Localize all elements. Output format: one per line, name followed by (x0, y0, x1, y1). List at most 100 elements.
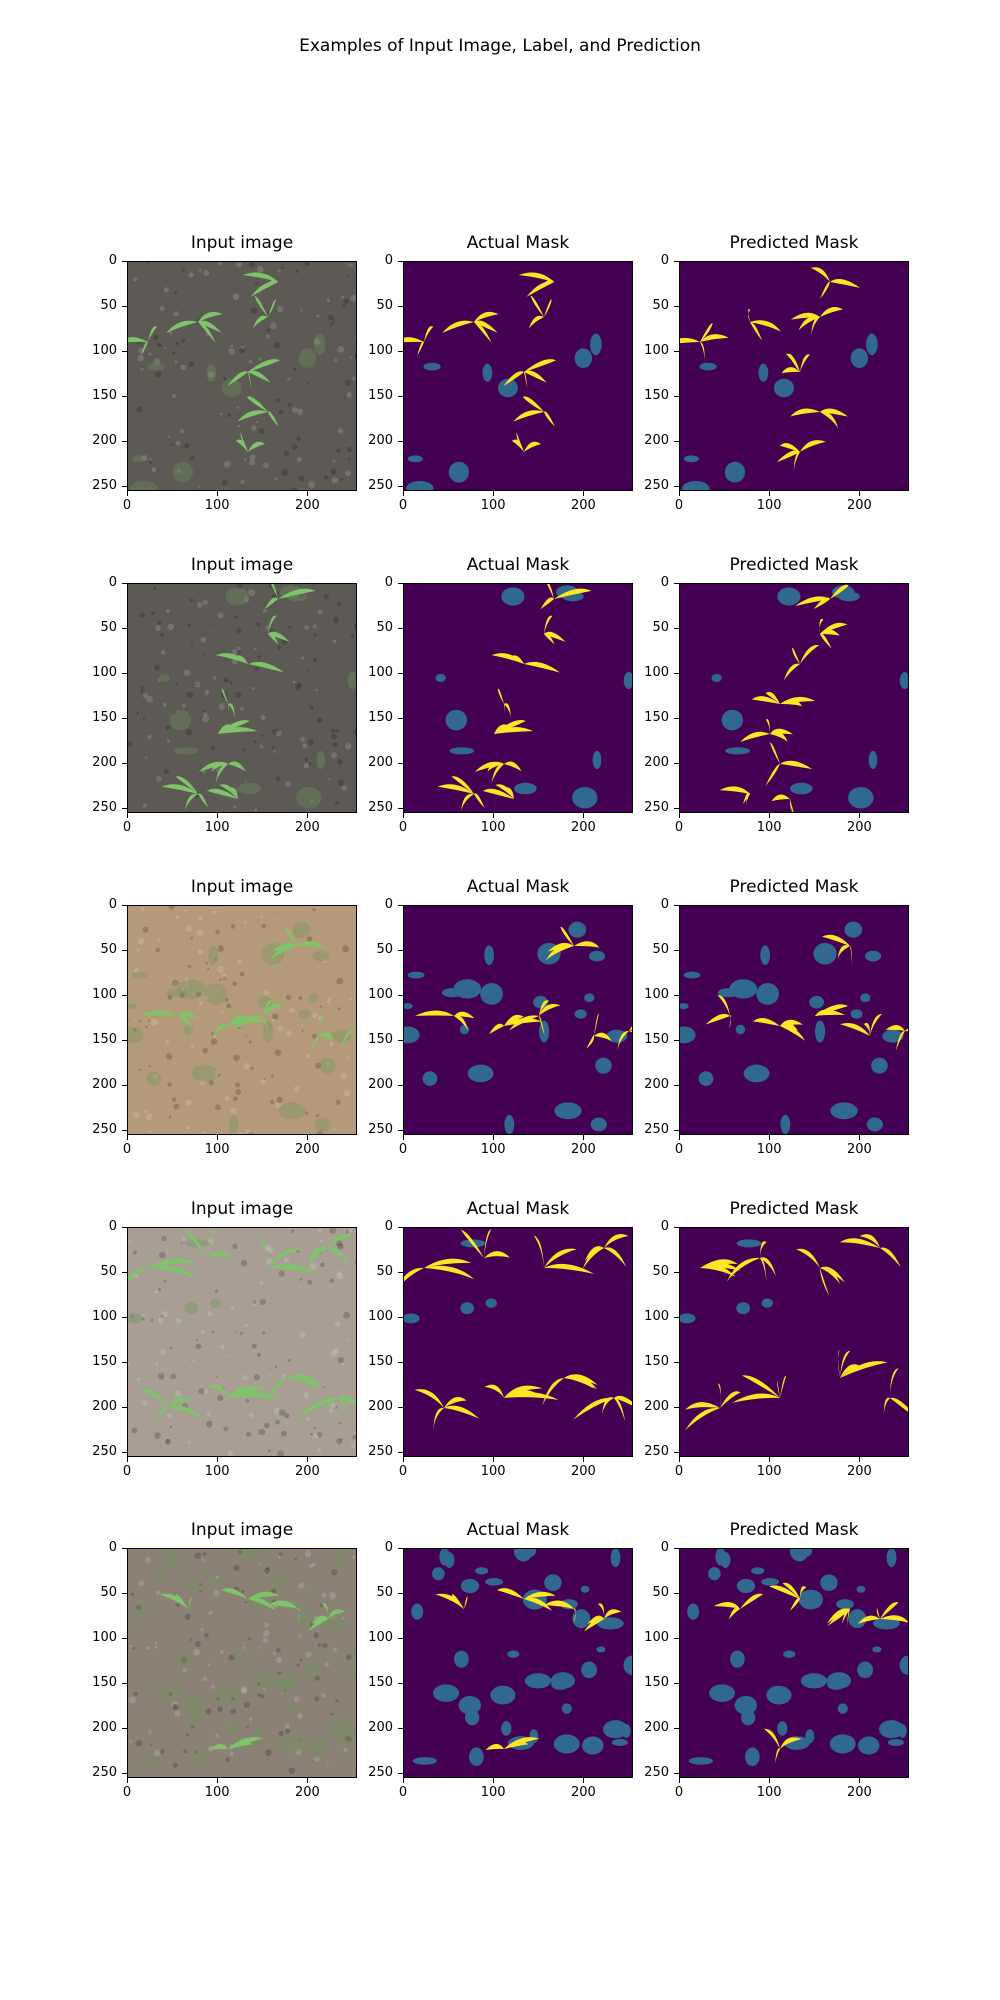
weed-mark (445, 709, 468, 731)
soil-texture-dot (315, 688, 318, 692)
x-tick-mark (307, 1457, 309, 1462)
soil-texture-dot (343, 396, 346, 399)
leaf-mark (268, 615, 290, 645)
x-tick-mark (769, 1457, 771, 1462)
soil-texture-dot (136, 948, 140, 952)
soil-texture-dot (157, 938, 161, 942)
soil-texture-dot (185, 1099, 192, 1106)
soil-texture-dot (337, 1356, 345, 1364)
soil-texture-dot (180, 429, 185, 434)
leaf-mark (237, 396, 279, 427)
weed-mark (334, 1549, 345, 1568)
weed-mark (314, 333, 326, 356)
x-tick-label: 0 (674, 1142, 684, 1157)
x-tick-label: 0 (674, 498, 684, 513)
x-tick-mark (679, 813, 680, 818)
y-tick-mark (122, 718, 127, 720)
soil-texture-dot (243, 1063, 250, 1070)
y-tick-label: 0 (108, 897, 117, 912)
x-tick-label: 0 (122, 820, 132, 835)
leaf-mark (221, 1588, 280, 1611)
predicted-mask-panel (679, 1227, 909, 1457)
y-tick-mark (398, 486, 403, 488)
soil-texture-dot (281, 1373, 286, 1378)
leaf-mark (270, 926, 324, 961)
weed-mark (298, 1009, 311, 1019)
soil-texture-dot (292, 367, 297, 372)
soil-texture-dot (148, 1730, 152, 1734)
x-tick-mark (217, 491, 219, 496)
soil-texture-dot (322, 958, 327, 963)
soil-texture-dot (300, 1738, 303, 1741)
weed-mark (209, 1578, 228, 1586)
soil-texture-dot (285, 1030, 292, 1037)
weed-mark (595, 1057, 612, 1074)
soil-texture-dot (234, 615, 238, 619)
soil-texture-dot (323, 475, 329, 480)
weed-mark (469, 1747, 484, 1767)
soil-texture-dot (180, 987, 186, 992)
weed-mark (724, 461, 746, 483)
soil-texture-dot (276, 1096, 283, 1104)
soil-texture-dot (142, 926, 149, 933)
soil-texture-dot (175, 341, 179, 346)
soil-texture-dot (211, 1330, 214, 1334)
weed-mark (688, 1757, 713, 1765)
soil-texture-dot (283, 1689, 287, 1692)
soil-texture-dot (185, 1732, 190, 1737)
soil-texture-dot (354, 1431, 356, 1437)
soil-texture-dot (154, 358, 161, 365)
soil-texture-dot (217, 965, 224, 973)
y-tick-mark (398, 1728, 403, 1730)
leaf-mark (583, 1603, 622, 1632)
leaf-mark (209, 1737, 264, 1750)
soil-texture-dot (194, 1749, 198, 1754)
weed-mark (346, 1724, 355, 1738)
soil-texture-dot (190, 641, 194, 645)
soil-texture-dot (195, 991, 202, 997)
soil-texture-dot (340, 1072, 347, 1080)
soil-texture-dot (254, 808, 258, 812)
weed-mark (837, 1703, 848, 1714)
soil-texture-dot (172, 1704, 177, 1709)
soil-texture-dot (251, 425, 257, 431)
soil-texture-dot (165, 1438, 170, 1443)
x-tick-label: 0 (122, 1142, 132, 1157)
weed-mark (800, 1673, 828, 1689)
y-tick-label: 50 (100, 298, 117, 314)
soil-texture-dot (331, 477, 339, 484)
leaf-mark (719, 786, 750, 808)
soil-texture-dot (150, 1018, 158, 1026)
x-tick-mark (307, 1135, 309, 1140)
panel-image (128, 1549, 356, 1777)
soil-texture-dot (202, 1131, 207, 1134)
leaf-mark (810, 267, 860, 299)
leaf-mark (206, 784, 238, 799)
soil-texture-dot (242, 748, 246, 752)
y-tick-label: 150 (92, 388, 117, 404)
soil-texture-dot (345, 470, 352, 477)
weed-mark (568, 921, 587, 938)
leaf-mark (485, 1737, 540, 1750)
soil-texture-dot (230, 1696, 235, 1701)
weed-mark (296, 786, 322, 809)
leaf-mark (542, 1374, 598, 1406)
soil-texture-dot (243, 1642, 246, 1645)
soil-texture-dot (198, 485, 201, 488)
soil-texture-dot (220, 1009, 224, 1013)
leaf-mark (795, 584, 849, 610)
panel-image (128, 584, 356, 812)
weed-mark (708, 1567, 721, 1581)
weed-mark (172, 461, 194, 483)
soil-texture-dot (248, 1717, 253, 1721)
soil-texture-dot (304, 625, 309, 630)
soil-texture-dot (270, 322, 277, 330)
soil-texture-dot (248, 1637, 252, 1641)
leaf-mark (582, 1233, 629, 1270)
soil-texture-dot (345, 1339, 349, 1342)
soil-texture-dot (254, 666, 260, 672)
weed-mark (319, 1057, 336, 1074)
x-tick-mark (403, 1457, 404, 1462)
soil-texture-dot (346, 446, 352, 452)
soil-texture-dot (167, 1082, 172, 1087)
